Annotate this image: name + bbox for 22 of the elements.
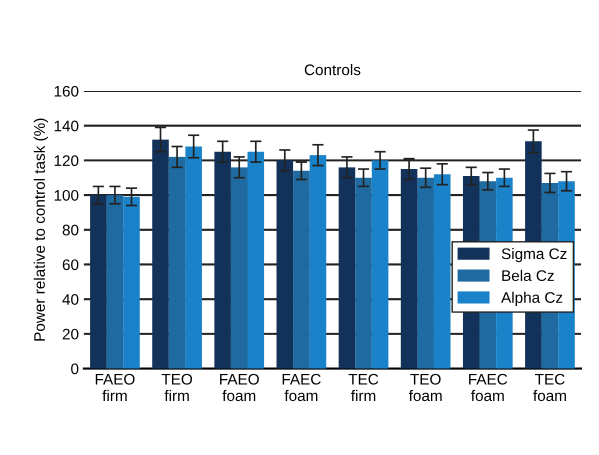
y-tick-label: 100	[54, 190, 78, 201]
chart-title: Controls	[304, 64, 360, 76]
legend-label: Alpha Cz	[501, 292, 562, 306]
y-axis-title: Power relative to control task (%)	[34, 118, 48, 341]
y-tick-label: 40	[62, 294, 78, 305]
y-tick-label: 20	[62, 328, 78, 340]
x-tick-label: TEO foam	[408, 374, 442, 402]
y-tick-label: 140	[54, 120, 78, 132]
y-tick-label: 60	[62, 259, 78, 270]
legend-label: Bela Cz	[502, 270, 554, 282]
y-tick-label: 0	[71, 363, 78, 374]
y-tick-label: 80	[62, 224, 78, 236]
x-tick-label: TEC foam	[533, 374, 566, 402]
x-tick-label: FAEC foam	[282, 374, 321, 402]
x-tick-label: TEC firm	[348, 374, 378, 401]
legend-label: Sigma Cz	[502, 248, 567, 262]
y-tick-label: 160	[54, 86, 78, 97]
y-tick-label: 120	[54, 155, 78, 166]
x-tick-label: FAEO foam	[220, 374, 259, 402]
x-tick-label: FAEC foam	[469, 374, 508, 402]
x-tick-label: TEO firm	[162, 374, 192, 401]
x-tick-label: FAEO firm	[96, 374, 135, 401]
